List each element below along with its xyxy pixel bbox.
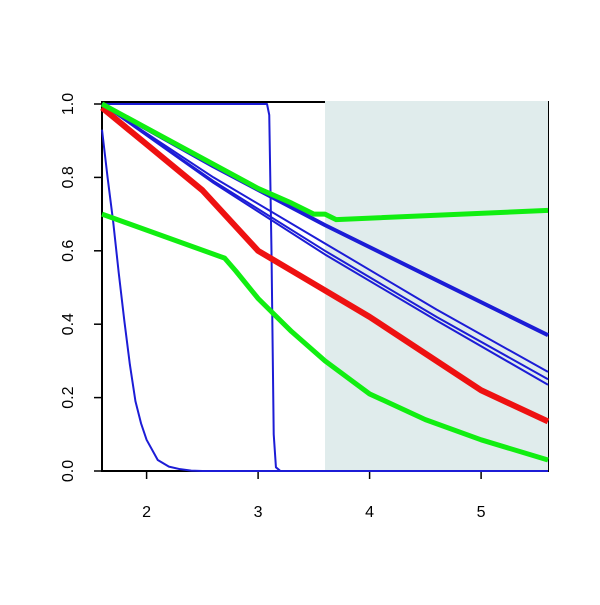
x-tick-label: 2 — [142, 504, 151, 521]
x-tick-label: 4 — [365, 504, 374, 521]
data-line — [101, 211, 549, 463]
shaded-region — [325, 101, 548, 471]
x-tick-label: 3 — [254, 504, 263, 521]
y-tick-label: 0.2 — [60, 386, 77, 408]
y-tick-label: 0.4 — [60, 313, 77, 335]
data-line — [100, 105, 550, 425]
y-tick-label: 0.8 — [60, 166, 77, 188]
data-line — [101, 103, 549, 373]
x-tick-label: 5 — [477, 504, 486, 521]
y-tick-label: 0.6 — [60, 240, 77, 262]
data-line — [101, 103, 549, 386]
data-line — [100, 101, 549, 223]
data-line — [102, 103, 548, 472]
y-tick-label: 0.0 — [60, 460, 77, 482]
y-tick-label: 1.0 — [60, 93, 77, 115]
data-line — [101, 129, 548, 472]
